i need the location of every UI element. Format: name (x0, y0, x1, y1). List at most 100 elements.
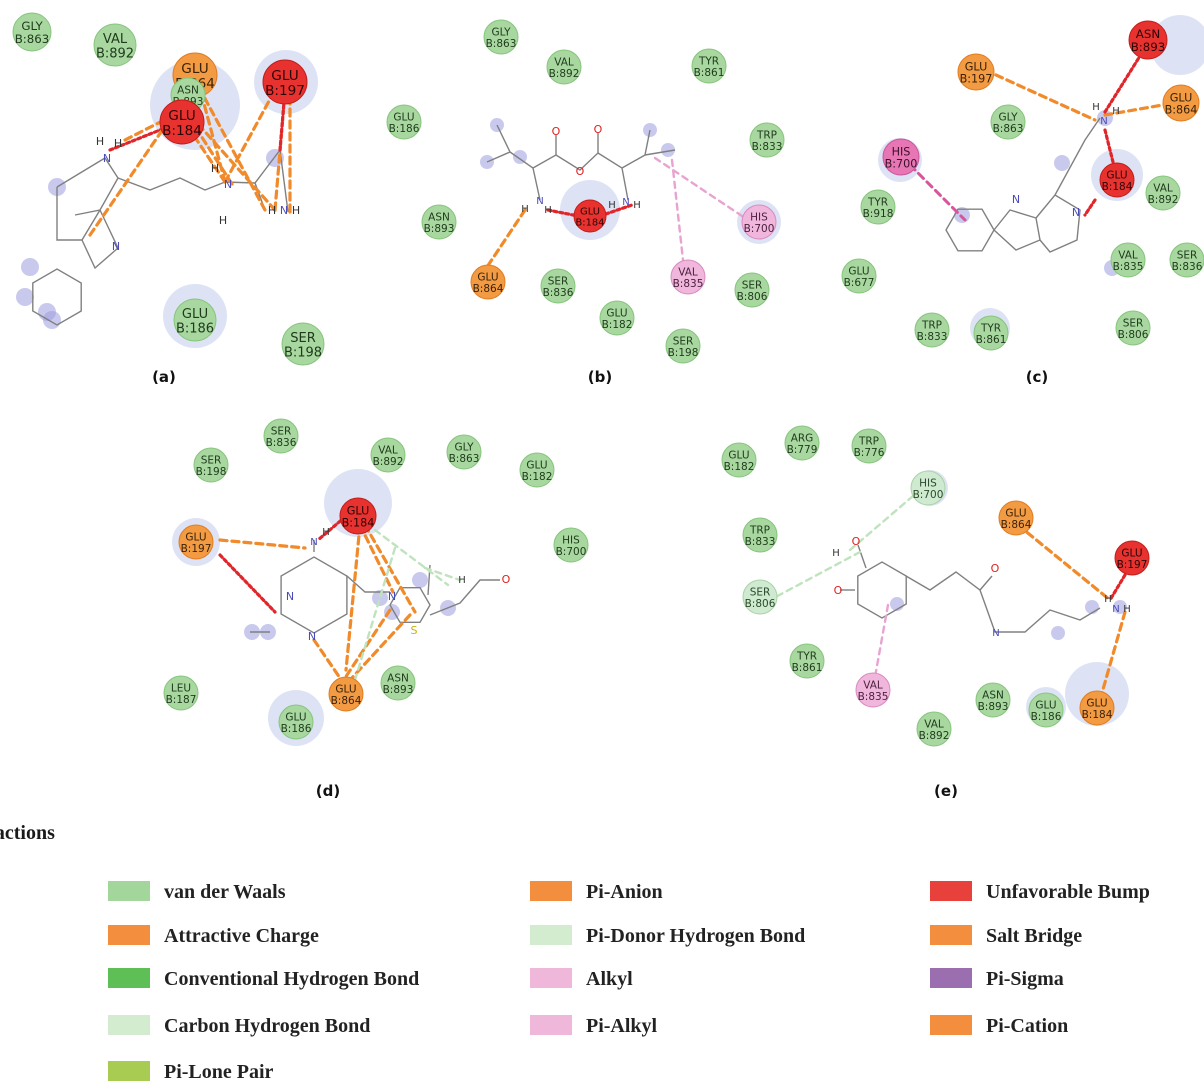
residue-disc (328, 676, 364, 712)
residue-name: HIS (892, 145, 911, 158)
residue-number: B:864 (331, 695, 362, 707)
residue-number: B:864 (473, 283, 504, 295)
residue-disc (540, 268, 576, 304)
interaction-cbond (423, 566, 462, 582)
residue-name: TRP (749, 524, 770, 536)
atom-label: H (608, 200, 616, 211)
residue-name: VAL (554, 56, 574, 68)
residue-number: B:833 (745, 536, 776, 548)
residue-name: SER (1177, 249, 1198, 261)
legend-label: van der Waals (164, 881, 286, 903)
residue-disc (12, 12, 52, 52)
interaction-charge (312, 638, 342, 680)
atom-label: H (832, 548, 840, 559)
residue-name: TYR (796, 650, 817, 662)
residue-disc (446, 434, 482, 470)
interaction-bump (1108, 573, 1127, 602)
ligand-bond (993, 209, 1041, 251)
residue-disc (789, 643, 825, 679)
legend-label: Pi-Anion (586, 881, 663, 903)
ligand-bond (429, 579, 500, 616)
residue-number: B:806 (1118, 329, 1149, 341)
residue-name: TYR (698, 55, 719, 67)
atom-label: H (292, 204, 300, 217)
atom-label: N (992, 628, 999, 639)
residue-layer: GLYB:863VALB:892GLUB:197GLUB:864ASNB:893… (12, 12, 1204, 747)
interaction-charge (218, 538, 307, 550)
ligand-bond (1035, 194, 1081, 253)
residue-disc (263, 418, 299, 454)
residue-number: B:184 (342, 517, 375, 530)
interaction-charge (483, 208, 527, 272)
residue-disc (1169, 242, 1204, 278)
residue-number: B:700 (885, 158, 918, 171)
residue-disc (914, 312, 950, 348)
residue-disc (281, 322, 325, 366)
residue-name: GLU (1035, 699, 1056, 711)
atom-label: H (544, 205, 552, 216)
residue-disc (470, 264, 506, 300)
residue-number: B:836 (1172, 261, 1203, 273)
interaction-his (908, 163, 967, 222)
residue-disc (670, 259, 706, 295)
interaction-charge (188, 113, 277, 212)
residue-disc (784, 425, 820, 461)
residue-name: SER (548, 275, 569, 287)
residue-name: GLY (998, 111, 1018, 123)
residue-number: B:182 (602, 319, 633, 331)
residue-name: SER (673, 335, 694, 347)
interaction-charge (223, 88, 277, 184)
legend-label: Salt Bridge (986, 925, 1083, 947)
residue-name: ARG (791, 432, 814, 444)
residue-name: TRP (921, 319, 942, 331)
residue-name: GLU (580, 207, 600, 218)
legend-swatch (530, 968, 572, 988)
residue-number: B:892 (373, 456, 404, 468)
atom-label: O (502, 573, 511, 586)
residue-name: GLU (1170, 91, 1193, 104)
residue-number: B:186 (389, 123, 420, 135)
atom-label: H (211, 162, 219, 175)
interaction-charge (344, 523, 362, 672)
residue-number: B:893 (1131, 40, 1166, 54)
residue-number: B:197 (181, 543, 212, 555)
residue-disc (691, 48, 727, 84)
residue-disc (1145, 175, 1181, 211)
residue-disc (553, 527, 589, 563)
interaction-charge (1098, 610, 1127, 702)
interaction-bump (218, 553, 277, 614)
atom-label: H (1112, 106, 1120, 117)
residue-name: VAL (378, 444, 398, 456)
ligand-bond (979, 589, 1101, 633)
atom-label: N (308, 630, 316, 643)
residue-disc (386, 104, 422, 140)
residue-number: B:835 (858, 691, 889, 703)
residue-disc (1128, 20, 1168, 60)
ligand-bond (56, 187, 101, 241)
residue-disc (339, 497, 377, 535)
residue-name: TRP (858, 435, 879, 447)
atom-label: H (1104, 594, 1112, 605)
atom-label: H (322, 527, 330, 538)
atom-label: O (552, 125, 561, 138)
panel-label-layer: (a) (b) (c) (d) (e) (152, 368, 1048, 800)
ligand-bond (945, 208, 995, 252)
residue-name: GLU (606, 307, 627, 319)
interaction-charge (343, 608, 392, 680)
